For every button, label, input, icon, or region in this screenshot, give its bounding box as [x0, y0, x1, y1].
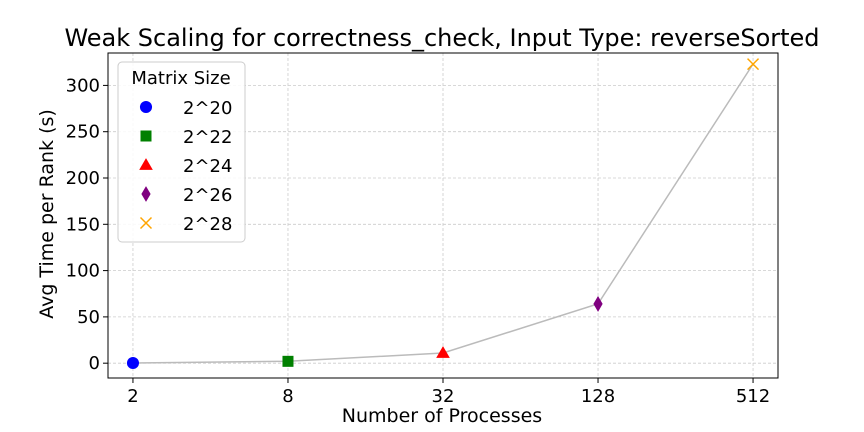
marker-layer [126, 58, 760, 370]
legend-label: 2^26 [183, 185, 232, 206]
data-point-2-24 [436, 346, 450, 358]
legend-marker-2-20 [139, 100, 153, 114]
x-tick-label: 128 [581, 386, 615, 407]
y-tick-label: 200 [66, 168, 100, 189]
x-tick-label: 2 [127, 386, 138, 407]
chart-title: Weak Scaling for correctness_check, Inpu… [64, 24, 819, 52]
y-tick-label: 300 [66, 75, 100, 96]
y-tick-label: 150 [66, 214, 100, 235]
data-point-2-28 [747, 58, 760, 71]
x-axis-label: Number of Processes [342, 405, 542, 427]
x-tick-label: 512 [736, 386, 770, 407]
legend-marker-2-26 [141, 186, 151, 202]
y-tick-label: 250 [66, 122, 100, 143]
legend-marker-2-28 [139, 216, 153, 230]
y-tick-label: 0 [89, 353, 100, 374]
legend-marker-2-24 [139, 158, 153, 170]
legend-label: 2^24 [183, 156, 232, 177]
data-point-2-22 [282, 355, 294, 367]
legend-label: 2^20 [183, 98, 232, 119]
data-point-2-20 [126, 356, 140, 370]
legend-title: Matrix Size [131, 68, 230, 89]
data-point-2-26 [593, 296, 603, 312]
ticks: 2 8 32 128 512 0 50 100 150 200 250 300 [66, 75, 771, 407]
y-tick-label: 50 [77, 307, 100, 328]
legend: Matrix Size 2^20 2^22 2^24 2^26 2^28 [117, 61, 246, 243]
legend-marker-2-22 [140, 130, 152, 142]
y-axis-label: Avg Time per Rank (s) [36, 109, 58, 319]
x-tick-label: 32 [432, 386, 455, 407]
legend-label: 2^28 [183, 214, 232, 235]
x-tick-label: 8 [282, 386, 293, 407]
legend-label: 2^22 [183, 127, 232, 148]
y-tick-label: 100 [66, 261, 100, 282]
